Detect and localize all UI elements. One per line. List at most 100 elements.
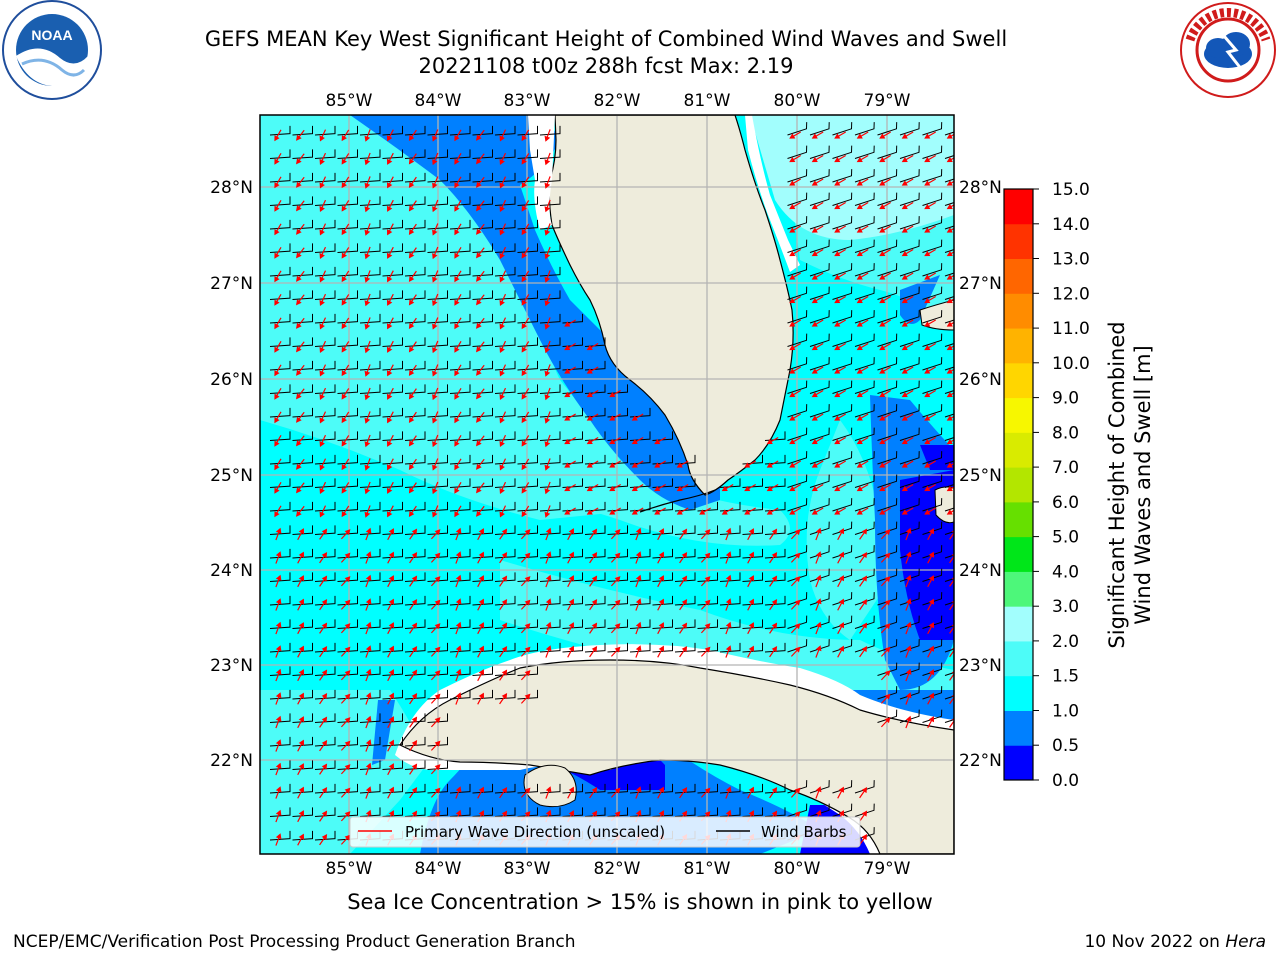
wave-direction-arrowhead xyxy=(544,300,551,307)
wind-barb xyxy=(832,310,853,324)
wind-barb xyxy=(314,196,336,206)
wave-direction-arrowhead xyxy=(524,529,531,536)
wave-direction-arrowhead xyxy=(635,645,642,652)
wave-direction-arrowhead xyxy=(408,205,415,212)
wave-direction-arrowhead xyxy=(789,133,796,139)
colorbar-segment xyxy=(1004,467,1033,503)
wave-direction-arrowhead xyxy=(432,159,438,166)
wave-direction-arrowhead xyxy=(658,598,665,605)
wind-barb xyxy=(764,431,786,441)
wave-direction-arrowhead xyxy=(789,438,796,445)
wind-barb xyxy=(854,827,875,841)
wave-direction-arrowhead xyxy=(568,598,575,605)
wave-direction-arrowhead xyxy=(901,415,908,421)
wave-direction-arrowhead xyxy=(856,180,863,186)
wind-barb xyxy=(922,709,943,723)
wind-barb xyxy=(584,360,606,371)
wind-barb xyxy=(832,169,853,183)
wave-direction-arrowhead xyxy=(861,528,868,535)
wind-barb xyxy=(652,525,673,535)
wind-barb xyxy=(607,454,628,465)
wind-barb xyxy=(832,427,853,441)
wave-direction-arrowhead xyxy=(275,574,282,581)
wave-direction-arrowhead xyxy=(524,552,531,559)
wave-direction-arrowhead xyxy=(319,229,325,236)
wind-barb xyxy=(629,431,651,441)
wave-direction-arrowhead xyxy=(274,393,280,400)
wave-direction-arrowhead xyxy=(946,509,953,515)
wave-direction-arrowhead xyxy=(388,692,395,699)
wave-direction-arrowhead xyxy=(946,485,953,492)
wind-barb xyxy=(562,407,583,418)
wave-direction-arrowhead xyxy=(725,574,732,581)
wind-barb xyxy=(404,525,426,535)
wind-barb xyxy=(292,290,313,300)
wave-direction-arrowhead xyxy=(834,250,841,257)
wave-direction-arrowhead xyxy=(811,250,818,257)
wave-direction-arrowhead xyxy=(725,621,732,628)
wave-direction-arrowhead xyxy=(388,716,395,723)
wind-barb xyxy=(584,807,606,817)
wind-barb xyxy=(877,474,898,488)
wind-barb xyxy=(359,619,381,629)
wind-barb xyxy=(427,642,448,653)
wave-direction-arrowhead xyxy=(319,464,325,471)
wave-direction-arrowhead xyxy=(341,182,347,189)
wind-barb xyxy=(697,572,718,582)
wind-barb xyxy=(539,266,561,277)
lon-tick-top-label: 79°W xyxy=(864,91,911,111)
wave-direction-arrowhead xyxy=(388,669,395,676)
wind-barb xyxy=(584,525,606,535)
wave-direction-arrowhead xyxy=(454,135,460,142)
wave-direction-arrowhead xyxy=(319,370,325,377)
wind-barb xyxy=(832,639,853,653)
wind-barb xyxy=(404,243,426,253)
wave-direction-arrowhead xyxy=(388,551,395,558)
wind-barb xyxy=(674,619,696,629)
wave-direction-arrowhead xyxy=(838,810,845,817)
sea-ice-note: Sea Ice Concentration > 15% is shown in … xyxy=(347,890,933,914)
wind-barb xyxy=(269,478,291,488)
wind-barb xyxy=(314,642,336,653)
wave-direction-arrowhead xyxy=(344,599,351,606)
wind-barb xyxy=(742,501,763,512)
colorbar-segment xyxy=(1004,293,1033,329)
wave-direction-arrowhead xyxy=(766,462,773,468)
wind-barb xyxy=(697,595,718,606)
wave-direction-arrowhead xyxy=(476,416,482,423)
wave-direction-arrowhead xyxy=(455,809,462,816)
wind-barb xyxy=(854,803,875,817)
wave-direction-arrowhead xyxy=(386,323,393,330)
wind-barb xyxy=(494,337,516,347)
wave-direction-arrowhead xyxy=(924,321,931,327)
wave-direction-arrowhead xyxy=(364,417,371,424)
wind-barb xyxy=(382,548,403,559)
wave-direction-arrowhead xyxy=(454,323,460,330)
wind-barb xyxy=(449,337,471,347)
wind-barb xyxy=(877,662,898,676)
wind-barb xyxy=(337,736,358,747)
wind-barb xyxy=(404,172,426,183)
wind-barb xyxy=(922,357,943,371)
wind-barb xyxy=(494,290,516,300)
wave-direction-arrowhead xyxy=(568,810,575,817)
wave-direction-arrowhead xyxy=(274,182,280,189)
wind-barb xyxy=(674,595,696,606)
wind-barb xyxy=(314,360,336,371)
wave-direction-arrowhead xyxy=(341,464,347,471)
wave-direction-arrowhead xyxy=(365,668,372,675)
wave-direction-arrowhead xyxy=(344,740,351,747)
wave-direction-arrowhead xyxy=(364,464,371,471)
wave-direction-arrowhead xyxy=(901,203,908,210)
wave-direction-arrowhead xyxy=(319,276,325,283)
wave-direction-arrowhead xyxy=(524,787,531,794)
wind-barb xyxy=(337,219,358,230)
lat-tick-left-label: 25°N xyxy=(210,466,253,486)
wind-barb xyxy=(539,595,561,606)
wind-barb xyxy=(314,149,336,159)
wave-direction-arrowhead xyxy=(319,323,325,330)
lat-tick-left-label: 27°N xyxy=(210,274,253,294)
wind-barb xyxy=(764,642,786,653)
wind-barb xyxy=(404,407,426,418)
wave-direction-arrowhead xyxy=(432,347,438,354)
